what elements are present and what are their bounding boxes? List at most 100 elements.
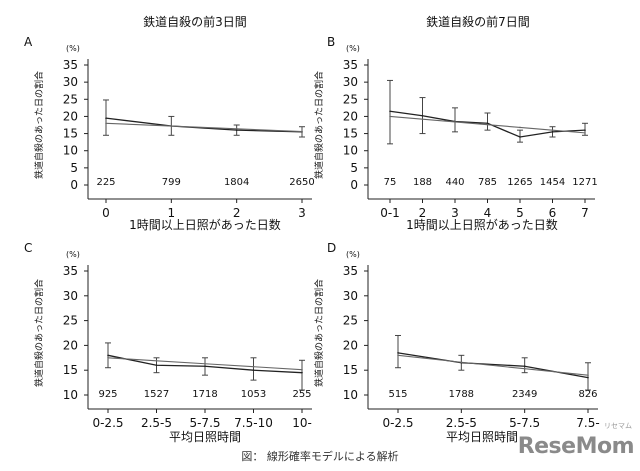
- panel-b-xtick-label: 0-1: [380, 206, 400, 220]
- logo-subtext: リセマム: [604, 422, 632, 430]
- panel-b-point-linear: [454, 121, 456, 123]
- panel-c-point-linear: [155, 359, 158, 362]
- panel-d-xtick-label: 7.5-: [576, 416, 599, 430]
- panel-d-point-linear: [523, 367, 526, 370]
- panel-a-count-label: 799: [162, 177, 181, 188]
- panel-a-title: 鉄道自殺の前3日間: [143, 14, 247, 29]
- panel-a-point-linear: [301, 130, 303, 133]
- panel-b-count-label: 785: [478, 177, 497, 188]
- panel-b-xtick-label: 7: [581, 206, 589, 220]
- panel-c-xtick-label: 0-2.5: [92, 416, 123, 430]
- panel-c-point-linear: [301, 368, 303, 371]
- panel-c-point-estimate: [252, 369, 255, 372]
- panel-c-ytick-label: 15: [63, 363, 78, 377]
- panel-d-point-estimate: [397, 352, 399, 354]
- panel-c-unit: (%): [66, 250, 80, 259]
- panel-c-ytick-label: 35: [63, 264, 78, 278]
- panel-c-xlabel: 平均日照時間: [169, 430, 241, 444]
- panel-d-series-linear: [397, 354, 589, 376]
- panel-b-letter: B: [327, 35, 335, 49]
- panel-a-count-label: 2650: [289, 177, 314, 188]
- panel-c-count-label: 1718: [192, 389, 217, 400]
- panel-a-ytick-label: 20: [63, 109, 78, 123]
- panel-b-point-linear: [519, 126, 521, 129]
- panel-c-xtick-label: 2.5-5: [141, 416, 172, 430]
- panel-c-xtick-label: 7.5-10: [234, 416, 273, 430]
- panel-a-point-linear: [170, 125, 173, 127]
- panel-b-ytick-label: 5: [350, 161, 358, 175]
- panel-b-point-linear: [421, 118, 424, 120]
- panel-d-point-estimate: [587, 376, 589, 379]
- panel-a-point-estimate: [235, 129, 238, 131]
- panel-a-xtick-label: 3: [298, 206, 306, 220]
- panel-a-unit: (%): [66, 44, 80, 53]
- panel-b-xtick-label: 3: [451, 206, 459, 220]
- panel-b-count-label: 75: [384, 177, 397, 188]
- panel-b-point-estimate: [551, 131, 554, 133]
- panel-d-xtick-label: 0-2.5: [382, 416, 413, 430]
- panel-c-letter: C: [24, 241, 32, 255]
- panel-d-ylabel: 鉄道自殺のあった日の割合: [313, 279, 325, 387]
- panel-a-xtick-label: 1: [168, 206, 176, 220]
- panel-a-ytick-label: 25: [63, 92, 78, 106]
- panel-b-point-linear: [486, 123, 489, 126]
- panel-b-point-estimate: [486, 122, 489, 125]
- panel-d-point-linear: [460, 361, 463, 364]
- panel-b-ytick-label: 35: [343, 58, 358, 72]
- panel-d-count-label: 1788: [449, 389, 474, 400]
- panel-b-ytick-label: 30: [343, 75, 358, 89]
- panel-c-count-label: 925: [98, 389, 117, 400]
- panel-b-ytick-label: 10: [343, 144, 358, 158]
- panel-a-series-estimate: [105, 117, 303, 133]
- panel-c-point-linear: [204, 362, 206, 365]
- panel-b-point-estimate: [519, 136, 521, 138]
- panel-b-point-linear: [551, 129, 554, 131]
- panel-d-point-estimate: [523, 365, 526, 368]
- panel-b-xtick-label: 4: [484, 206, 492, 220]
- panel-a-count-label: 1804: [224, 177, 249, 188]
- panel-b-point-linear: [584, 132, 586, 134]
- panel-b-count-label: 1271: [572, 177, 597, 188]
- panel-b-unit: (%): [346, 44, 360, 53]
- panel-b-point-estimate: [421, 114, 424, 117]
- panel-b-ytick-label: 0: [350, 178, 358, 192]
- panel-a-xtick-label: 0: [102, 206, 110, 220]
- panel-b-count-label: 188: [413, 177, 432, 188]
- panel-a-ylabel: 鉄道自殺のあった日の割合: [33, 71, 45, 179]
- panel-a-point-linear: [235, 127, 238, 130]
- panel-d-ytick-label: 30: [343, 289, 358, 303]
- panel-d-letter: D: [327, 241, 336, 255]
- panel-a-point-linear: [105, 122, 107, 125]
- panel-a-xlabel: 1時間以上日照があった日数: [129, 217, 281, 232]
- panel-c-ytick-label: 30: [63, 289, 78, 303]
- resemom-logo: ReseMom: [517, 434, 635, 459]
- panel-d-unit: (%): [346, 250, 360, 259]
- panel-a-letter: A: [24, 35, 33, 49]
- panel-c-point-estimate: [301, 371, 303, 374]
- panel-c-xtick-label: 10-: [292, 416, 312, 430]
- panel-b-count-label: 440: [445, 177, 464, 188]
- panel-c-ylabel: 鉄道自殺のあった日の割合: [33, 279, 45, 387]
- panel-c-count-label: 255: [292, 389, 311, 400]
- panel-b-point-linear: [389, 115, 391, 118]
- panel-b-ytick-label: 25: [343, 92, 358, 106]
- panel-c-ytick-label: 10: [63, 388, 78, 402]
- panel-b-ytick-label: 20: [343, 109, 358, 123]
- panel-d-xtick-label: 5-7.5: [509, 416, 540, 430]
- panel-a-ytick-label: 0: [70, 178, 78, 192]
- panel-a-ytick-label: 15: [63, 127, 78, 141]
- panel-d-ytick-label: 25: [343, 314, 358, 328]
- panel-d-count-label: 2349: [512, 389, 537, 400]
- panel-a-ytick-label: 30: [63, 75, 78, 89]
- panel-c-point-linear: [107, 357, 109, 359]
- panel-a-point-estimate: [105, 117, 107, 119]
- panel-d-count-label: 826: [578, 389, 597, 400]
- panel-b-xlabel: 1時間以上日照があった日数: [406, 217, 558, 232]
- panel-b-title: 鉄道自殺の前7日間: [426, 14, 530, 29]
- panel-a-ytick-label: 35: [63, 58, 78, 72]
- panel-c-point-linear: [252, 365, 255, 368]
- panel-d-count-label: 515: [388, 389, 407, 400]
- panel-b-point-estimate: [584, 129, 586, 131]
